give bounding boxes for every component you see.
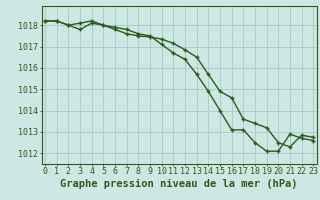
X-axis label: Graphe pression niveau de la mer (hPa): Graphe pression niveau de la mer (hPa) [60,179,298,189]
